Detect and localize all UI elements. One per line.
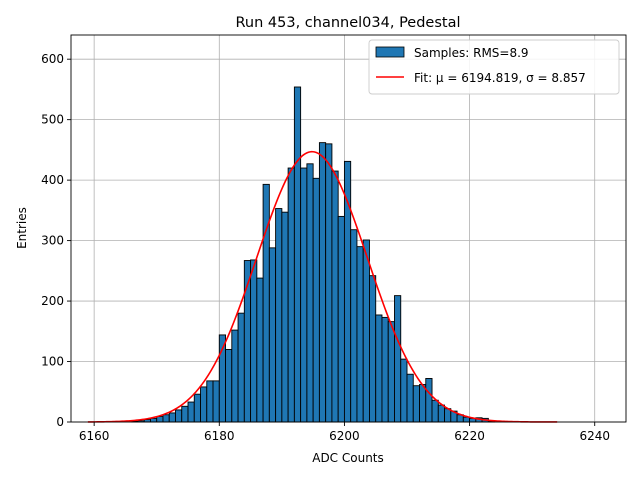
histogram-bar (181, 405, 189, 423)
x-axis-ticks: 6160 6180 6200 6220 6240 (79, 422, 610, 443)
histogram-bar (268, 247, 277, 423)
histogram-bar (275, 208, 283, 423)
legend-swatch-samples (375, 46, 405, 58)
fit-curve (87, 150, 558, 423)
histogram-bar (250, 259, 258, 423)
histogram-bar (412, 385, 420, 423)
x-tick-label: 6160 (79, 429, 110, 443)
histogram-bar (331, 170, 339, 423)
y-axis-ticks: 0 100 200 300 400 500 600 (41, 52, 71, 429)
y-tick-label: 400 (41, 173, 64, 187)
x-tick-label: 6220 (454, 429, 485, 443)
x-tick-label: 6200 (329, 429, 360, 443)
chart-title: Run 453, channel034, Pedestal (235, 15, 460, 31)
histogram-bar (150, 417, 158, 423)
histogram-bar (350, 229, 358, 423)
histogram-bar (256, 277, 264, 423)
histogram-bar (362, 239, 370, 423)
histogram-bar (462, 416, 471, 423)
y-tick-label: 600 (41, 52, 64, 66)
histogram-bar (437, 404, 445, 423)
y-tick-label: 500 (41, 113, 64, 127)
histogram-bar (231, 329, 239, 423)
histogram-bar (312, 177, 320, 423)
histogram-bar (387, 321, 395, 423)
legend-box (368, 39, 620, 95)
histogram-bar (431, 399, 439, 423)
histogram-bar (156, 416, 164, 423)
histogram-bar (400, 358, 408, 423)
histogram-bar (406, 373, 414, 423)
histogram-bar (287, 167, 295, 423)
histogram-bar (225, 348, 233, 423)
histogram-bar (187, 401, 195, 423)
histogram-bar (212, 380, 220, 423)
x-tick-label: 6240 (579, 429, 610, 443)
histogram-bar (193, 393, 201, 423)
y-tick-label: 300 (41, 234, 64, 248)
plot-frame (70, 34, 627, 423)
y-axis-label: Entries (15, 207, 29, 249)
histogram-bar (262, 183, 270, 423)
histogram-bar (318, 142, 327, 423)
x-tick-label: 6180 (204, 429, 235, 443)
legend: Samples: RMS=8.9 Fit: μ = 6194.819, σ = … (368, 39, 620, 95)
histogram-bar (394, 295, 402, 423)
histogram-bar (444, 408, 452, 423)
histogram-bar (419, 384, 427, 423)
histogram-bar (325, 143, 333, 423)
histogram-bar (356, 246, 364, 423)
histogram-bar (425, 378, 433, 423)
histogram-bar (375, 314, 383, 423)
y-tick-label: 100 (41, 355, 64, 369)
histogram-bar (168, 412, 176, 423)
histogram-bar (206, 380, 214, 423)
histogram-bar (369, 275, 377, 423)
histogram-bars (131, 86, 496, 423)
histogram-bar (300, 167, 308, 423)
histogram-bar (175, 409, 183, 423)
x-axis-label: ADC Counts (312, 451, 384, 465)
histogram-bar (306, 163, 314, 423)
histogram-bar (200, 386, 208, 423)
histogram-bar (237, 312, 245, 423)
y-tick-label: 200 (41, 294, 64, 308)
histogram-bar (162, 414, 170, 423)
histogram-bar (381, 316, 389, 423)
histogram-bar (337, 215, 345, 423)
legend-label-fit: Fit: μ = 6194.819, σ = 8.857 (414, 71, 586, 85)
y-tick-label: 0 (56, 415, 64, 429)
legend-label-samples: Samples: RMS=8.9 (414, 46, 529, 60)
histogram-bar (281, 211, 289, 423)
histogram-bar (293, 86, 302, 423)
